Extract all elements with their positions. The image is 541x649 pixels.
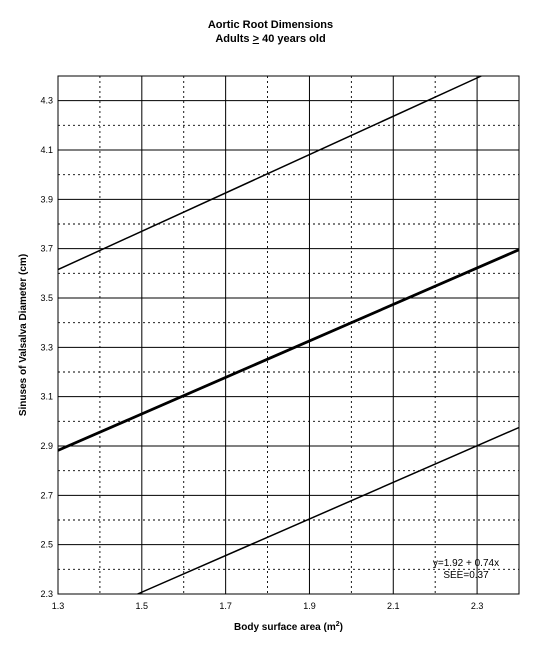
upper-limit-line — [57, 75, 482, 271]
grid — [58, 76, 519, 594]
plot-frame — [57, 75, 520, 595]
y-tick-label: 2.7 — [40, 490, 53, 500]
chart-title-line1: Aortic Root Dimensions — [207, 19, 334, 31]
y-tick-label: 4.3 — [40, 96, 53, 106]
x-tick-label: 1.3 — [52, 601, 65, 611]
y-axis-label: Sinuses of Valsalva Diameter (cm) — [18, 254, 29, 416]
x-tick-label: 1.5 — [136, 601, 149, 611]
y-tick-label: 3.1 — [40, 392, 53, 402]
title-prefix: Adults — [215, 33, 253, 45]
chart-title: Aortic Root Dimensions Adults > 40 years… — [0, 18, 541, 46]
y-tick-labels: 2.3 2.5 2.7 2.9 3.1 3.3 3.5 3.7 3.9 4.1 4.3 — [40, 96, 53, 599]
x-axis-label-end: ) — [340, 622, 343, 633]
chart-title-line2: Adults > 40 years old — [0, 32, 541, 46]
lower-limit-line — [137, 426, 520, 595]
x-tick-label: 2.3 — [471, 601, 484, 611]
standard-error: SEE=0.37 — [443, 570, 489, 581]
y-tick-label: 3.7 — [40, 244, 53, 254]
y-tick-label: 3.3 — [40, 342, 53, 352]
x-axis-label-text: Body surface area (m — [234, 622, 336, 633]
y-tick-label: 2.5 — [40, 540, 53, 550]
x-tick-label: 2.1 — [387, 601, 400, 611]
regression-equation: y=1.92 + 0.74x — [433, 558, 499, 569]
x-axis-label: Body surface area (m2) — [234, 621, 343, 633]
y-tick-label: 2.3 — [40, 589, 53, 599]
series-lines — [57, 75, 520, 595]
x-tick-label: 1.7 — [219, 601, 232, 611]
mean-regression-line — [57, 248, 520, 452]
y-tick-label: 4.1 — [40, 145, 53, 155]
title-suffix: 40 years old — [259, 33, 326, 45]
y-tick-label: 2.9 — [40, 441, 53, 451]
x-axis-label-sup: 2 — [336, 621, 340, 628]
y-tick-label: 3.9 — [40, 194, 53, 204]
y-tick-label: 3.5 — [40, 293, 53, 303]
x-tick-label: 1.9 — [303, 601, 316, 611]
greater-equal-symbol: > — [252, 33, 260, 45]
x-tick-labels: 1.3 1.5 1.7 1.9 2.1 2.3 — [52, 601, 484, 611]
